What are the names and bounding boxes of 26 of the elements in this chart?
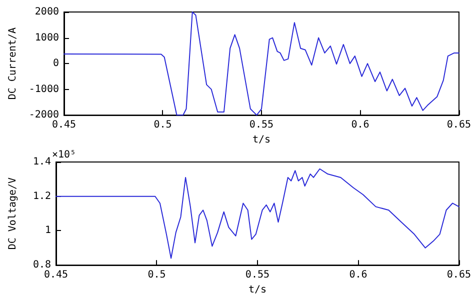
x-tick-label: 0.5 <box>148 270 166 281</box>
y-axis-title: DC Current/A <box>8 27 18 100</box>
y-tick-label: 2000 <box>34 6 59 18</box>
y-tick-label: 1 <box>44 225 51 236</box>
x-tick-label: 0.65 <box>446 270 472 281</box>
y-tick-label: 0 <box>52 58 59 70</box>
x-axis-title: t/s <box>252 134 271 146</box>
x-axis-title: t/s <box>248 284 267 296</box>
x-tick-label: 0.5 <box>154 120 172 131</box>
x-tick-label: 0.65 <box>446 120 472 131</box>
y-tick-label: -1000 <box>28 84 59 95</box>
line-series <box>56 168 460 259</box>
x-tick-label: 0.45 <box>44 270 68 281</box>
x-tick-label: 0.55 <box>245 270 270 281</box>
line-series <box>64 12 460 116</box>
y-tick-label: -2000 <box>28 110 59 121</box>
x-tick-label: 0.55 <box>249 120 274 131</box>
text: ×10⁵ <box>52 150 76 160</box>
x-tick-label: 0.6 <box>351 120 370 131</box>
y-axis-title: DC Voltage/V <box>8 177 18 250</box>
y-tick-label: 0.8 <box>32 260 51 271</box>
y-tick-label: 1.2 <box>32 190 51 202</box>
y-tick-label: 1000 <box>34 32 59 44</box>
x-tick-label: 0.45 <box>52 120 76 131</box>
x-tick-label: 0.6 <box>349 270 368 281</box>
y-tick-label: 1.4 <box>32 156 51 168</box>
